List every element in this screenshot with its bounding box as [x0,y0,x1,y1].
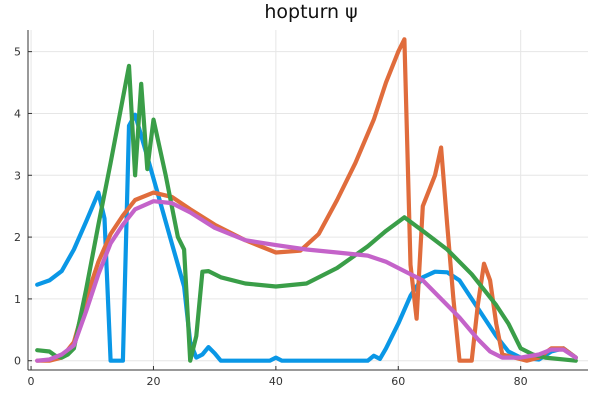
tick-labels: 0 20 40 60 80 0 1 2 3 4 5 [14,46,528,388]
y-tick-label: 4 [14,107,21,120]
x-tick-label: 40 [269,375,283,388]
y-tick-label: 2 [14,231,21,244]
series-line-3 [35,63,578,363]
series-line-2 [35,37,578,363]
series-line-4 [35,199,578,363]
x-tick-label: 80 [514,375,528,388]
series-line-1 [35,112,578,363]
x-tick-label: 0 [28,375,35,388]
y-tick-label: 1 [14,293,21,306]
series-layer [35,37,578,363]
y-tick-label: 3 [14,169,21,182]
axes [27,30,588,371]
y-tick-label: 0 [14,355,21,368]
y-tick-label: 5 [14,46,21,59]
chart-title: hopturn ψ [264,1,357,23]
x-tick-label: 60 [391,375,405,388]
x-tick-label: 20 [146,375,160,388]
